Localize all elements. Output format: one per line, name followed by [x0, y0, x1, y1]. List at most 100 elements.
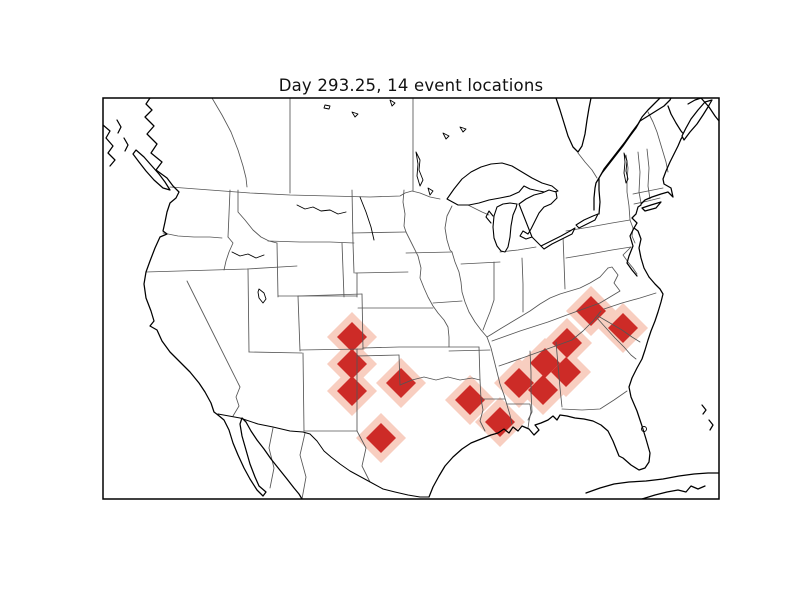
- border-or-id: [223, 236, 234, 271]
- great-lakes-group: [446, 162, 599, 253]
- long-island: [641, 201, 662, 212]
- new-england-coast: [640, 127, 691, 205]
- border-mexico-interior-2: [299, 432, 307, 499]
- vancouver-island: [132, 149, 171, 191]
- border-ky-va-wv: [599, 266, 621, 304]
- border-nd-sd: [351, 231, 407, 234]
- james-bay: [555, 98, 592, 153]
- border-mo-ar: [448, 349, 491, 352]
- lake-ontario: [575, 213, 599, 229]
- border-ma-south: [633, 197, 661, 205]
- border-mt-east: [351, 189, 355, 274]
- border-wy-west: [276, 242, 279, 298]
- border-co-west: [297, 295, 301, 352]
- border-missouri-river: [405, 231, 450, 348]
- border-va-nc: [603, 292, 657, 310]
- us-mexico-border: [217, 413, 430, 498]
- border-wa-or: [162, 232, 223, 239]
- st-lawrence-river: [593, 98, 661, 215]
- lake-superior: [446, 162, 559, 206]
- event-marker: [366, 423, 396, 453]
- border-mn-west: [402, 189, 407, 233]
- border-co-north: [297, 293, 363, 297]
- lake-huron: [518, 189, 558, 240]
- small-lake-sk-2: [351, 111, 359, 118]
- border-mn-wi: [444, 205, 453, 253]
- border-ma-north: [632, 187, 664, 195]
- border-ok-east: [478, 346, 481, 381]
- border-upper-mississippi: [451, 251, 488, 338]
- small-lake-on-1: [442, 132, 450, 140]
- pacific-coast: [143, 98, 219, 416]
- border-oh-pa: [562, 235, 566, 290]
- border-mn-ia: [405, 251, 453, 254]
- lake-winnipeg: [415, 151, 424, 187]
- border-wy-east: [341, 242, 345, 298]
- lake-michigan: [492, 202, 518, 253]
- lake-erie: [540, 227, 576, 250]
- border-ut-az: [248, 351, 303, 354]
- newfoundland-corner: [700, 98, 719, 122]
- pei: [687, 98, 702, 105]
- border-ohio-river: [486, 267, 609, 338]
- border-nc-sc: [597, 315, 641, 343]
- border-az-nm: [302, 352, 305, 432]
- border-ok-panhandle-south: [356, 354, 400, 357]
- event-marker: [337, 376, 367, 406]
- event-markers-group: [337, 296, 638, 453]
- border-wi-mi: [465, 203, 490, 216]
- lake-of-the-woods: [427, 187, 434, 196]
- event-marker: [455, 385, 485, 415]
- border-wa-id: [227, 189, 231, 238]
- small-lake-on-2: [459, 126, 467, 133]
- event-marker: [337, 322, 367, 352]
- border-id-mt: [237, 189, 278, 244]
- border-pa-ny: [565, 219, 631, 232]
- border-il-in: [482, 261, 495, 331]
- border-tx-panhandle-east: [398, 354, 401, 386]
- border-ga-fl: [561, 390, 628, 411]
- border-ca-nv: [186, 280, 241, 388]
- border-42n-west: [145, 265, 298, 273]
- border-mexico-interior-1: [268, 427, 275, 489]
- border-in-oh: [521, 257, 524, 313]
- border-tn-nc: [571, 310, 602, 341]
- map-contents: [103, 98, 719, 499]
- border-bc-alberta: [211, 98, 248, 188]
- border-potomac: [622, 246, 638, 275]
- bc-islets: [103, 119, 129, 167]
- border-ar-tx-la: [479, 379, 506, 432]
- small-lake-sk-1: [323, 104, 331, 110]
- border-red-river: [399, 376, 481, 386]
- axes-frame: [102, 97, 720, 500]
- border-vt-nh: [637, 151, 642, 204]
- event-marker: [485, 407, 515, 437]
- state-borders-group: [145, 98, 669, 499]
- lake-champlain: [623, 152, 629, 184]
- border-on-qc: [577, 152, 598, 179]
- border-49th-parallel: [169, 186, 441, 200]
- border-sd-ne: [354, 271, 409, 274]
- border-ga-sc: [596, 317, 637, 360]
- border-mt-south: [267, 240, 355, 244]
- event-marker: [551, 357, 581, 387]
- border-la-ms: [506, 403, 532, 429]
- border-ia-mo: [432, 300, 463, 304]
- gaspe-nb-coast: [639, 98, 687, 138]
- snake-river: [231, 251, 265, 259]
- border-ca-az: [232, 386, 241, 417]
- great-salt-lake: [257, 288, 267, 304]
- border-ny-vt: [625, 154, 631, 221]
- event-marker: [504, 368, 534, 398]
- chesapeake-delmarva: [626, 204, 650, 278]
- border-lower-mississippi: [486, 336, 513, 425]
- border-wi-il: [460, 261, 501, 265]
- event-marker: [552, 328, 582, 358]
- gulf-atlantic-coast: [428, 276, 664, 498]
- border-me-nb: [647, 111, 669, 173]
- plot-title: Day 293.25, 14 event locations: [278, 76, 544, 95]
- event-marker: [337, 349, 367, 379]
- event-marker: [386, 368, 416, 398]
